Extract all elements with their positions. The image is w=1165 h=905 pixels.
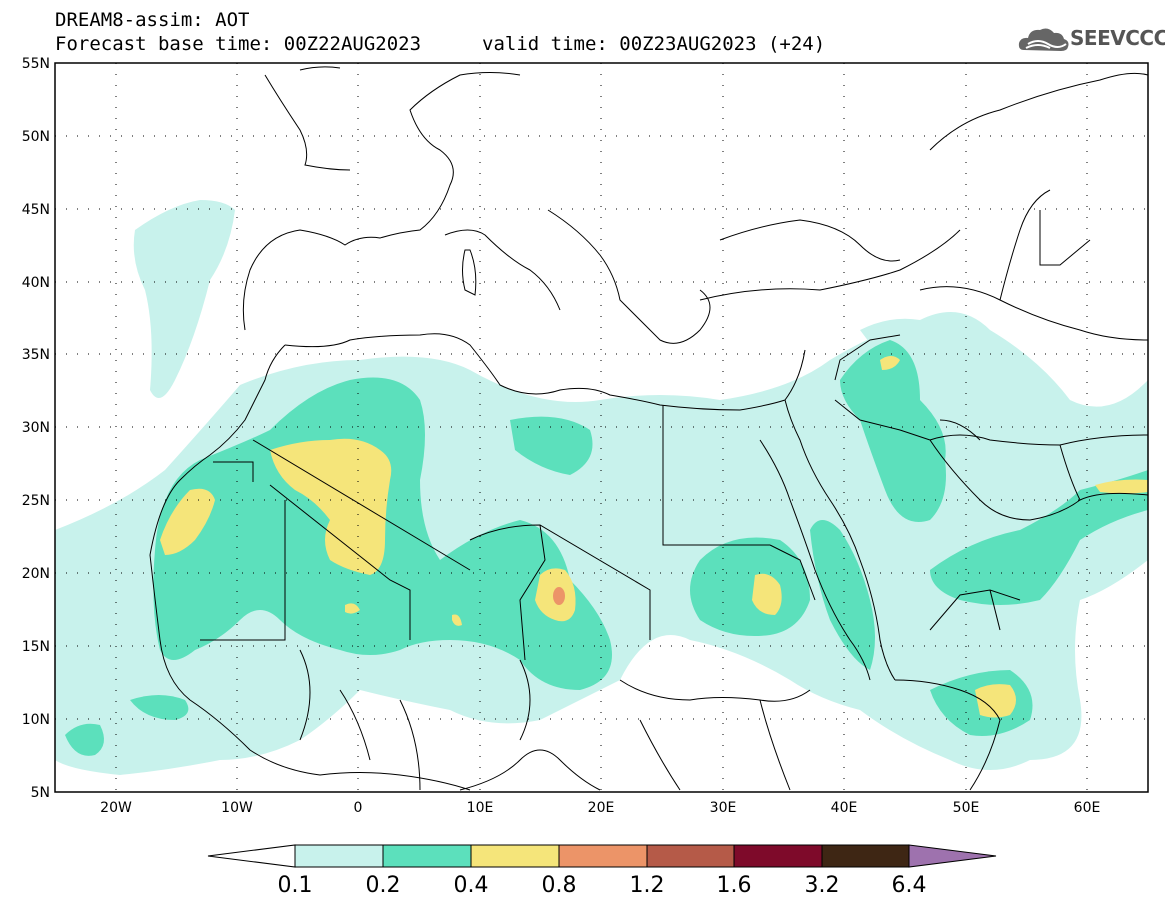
lat-label: 5N (31, 785, 50, 801)
lon-label: 10W (221, 800, 253, 816)
colorbar-label: 6.4 (892, 873, 927, 898)
colorbar-label: 0.2 (366, 873, 401, 898)
colorbar-label: 0.8 (542, 873, 577, 898)
colorbar-swatch (382, 844, 472, 868)
colorbar-over-arrow (908, 844, 997, 868)
lat-label: 45N (22, 202, 50, 218)
longitude-axis: 20W 10W 0 10E 20E 30E 40E 50E 60E (100, 800, 1100, 816)
cloud-icon (1018, 28, 1069, 51)
aot-field (55, 200, 1148, 775)
colorbar-swatch (646, 844, 735, 868)
colorbar-swatch (733, 844, 823, 868)
colorbar-label: 1.2 (630, 873, 665, 898)
colorbar-label: 1.6 (717, 873, 752, 898)
forecast-base-time: Forecast base time: 00Z22AUG2023 (55, 33, 422, 55)
map-grid (55, 63, 1148, 792)
valid-time: valid time: 00Z23AUG2023 (+24) (482, 33, 826, 55)
colorbar-label: 0.1 (278, 873, 313, 898)
coastlines-borders (149, 66, 1148, 791)
lat-label: 15N (22, 639, 50, 655)
colorbar-swatch (470, 844, 560, 868)
lat-label: 50N (22, 129, 50, 145)
latitude-axis: 55N 50N 45N 40N 35N 30N 25N 20N 15N 10N … (22, 56, 50, 801)
lon-label: 0 (354, 800, 363, 816)
lat-label: 35N (22, 347, 50, 363)
lat-label: 55N (22, 56, 50, 72)
logo-text: SEEVCCC (1070, 26, 1165, 50)
lat-label: 10N (22, 712, 50, 728)
lon-label: 20W (100, 800, 132, 816)
colorbar-swatch (294, 844, 384, 868)
colorbar-swatch (821, 844, 910, 868)
lon-label: 30E (710, 800, 737, 816)
lon-label: 10E (467, 800, 494, 816)
colorbar-label: 0.4 (454, 873, 489, 898)
colorbar-swatch (558, 844, 648, 868)
lon-label: 60E (1074, 800, 1101, 816)
lat-label: 20N (22, 566, 50, 582)
lon-label: 50E (953, 800, 980, 816)
colorbar-label: 3.2 (805, 873, 840, 898)
colorbar-under-arrow (207, 844, 296, 868)
map-frame (54, 62, 1149, 793)
lat-label: 25N (22, 493, 50, 509)
chart-title: DREAM8-assim: AOT (55, 9, 250, 31)
aot-band-0.8 (553, 587, 565, 605)
lon-label: 40E (831, 800, 858, 816)
seevccc-logo: SEEVCCC (1018, 24, 1165, 56)
aot-band-0.4 (160, 356, 1148, 718)
lon-label: 20E (588, 800, 615, 816)
colorbar: 0.1 0.2 0.4 0.8 1.2 1.6 3.2 6.4 (207, 844, 997, 898)
lat-label: 40N (22, 275, 50, 291)
lat-label: 30N (22, 420, 50, 436)
